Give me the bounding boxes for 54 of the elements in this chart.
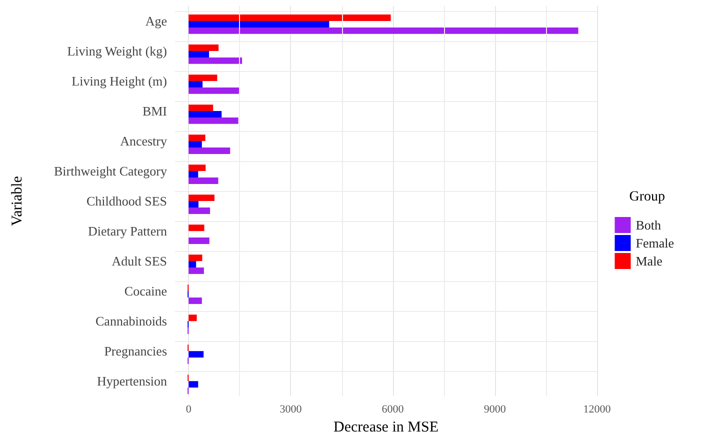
bar [188, 147, 230, 154]
x-tick-label: 6000 [382, 404, 404, 416]
bar [188, 51, 210, 58]
bar [188, 81, 203, 88]
y-tick-label: BMI [142, 104, 167, 119]
x-tick-label: 0 [186, 404, 192, 416]
bar [188, 164, 206, 172]
x-tick-label: 9000 [484, 404, 506, 416]
legend-label: Female [636, 236, 674, 250]
y-tick-label: Living Height (m) [72, 74, 167, 89]
bar [188, 298, 202, 304]
y-tick-label: Pregnancies [104, 344, 167, 359]
bar [188, 21, 330, 28]
bar [188, 87, 240, 94]
bar [188, 351, 204, 358]
bar [188, 44, 219, 52]
x-tick-label: 12000 [583, 404, 612, 416]
y-tick-label: Cannabinoids [96, 314, 167, 329]
y-tick-label: Hypertension [96, 374, 168, 389]
y-tick-label: Dietary Pattern [88, 224, 168, 239]
bar [188, 14, 391, 22]
bar [188, 171, 198, 178]
bar [188, 104, 214, 112]
bar [188, 194, 214, 202]
y-tick-label: Childhood SES [86, 194, 167, 209]
y-tick-label: Cocaine [124, 284, 168, 299]
legend-title: Group [629, 190, 666, 204]
bar [188, 268, 204, 274]
x-tick-label: 3000 [280, 404, 302, 416]
x-axis-title: Decrease in MSE [334, 420, 438, 436]
bar [188, 177, 218, 184]
legend-label: Male [636, 254, 663, 268]
bar [188, 117, 238, 124]
y-tick-label: Living Weight (kg) [67, 44, 167, 59]
y-tick-label: Age [145, 14, 168, 29]
bar [188, 111, 222, 118]
bar [188, 261, 196, 268]
bar [188, 74, 218, 82]
bar [188, 314, 197, 322]
legend-label: Both [636, 218, 662, 232]
bar [188, 208, 210, 214]
bar [188, 57, 242, 64]
bar [188, 27, 578, 34]
y-tick-label: Adult SES [112, 254, 167, 269]
y-axis-title: Variable [10, 176, 26, 226]
bar [188, 224, 204, 232]
bar [188, 141, 202, 148]
y-tick-label: Birthweight Category [54, 164, 168, 179]
bar [188, 134, 206, 142]
bar [188, 254, 202, 262]
bar [188, 381, 198, 388]
bar [188, 238, 210, 244]
y-tick-label: Ancestry [120, 134, 168, 149]
bar [188, 201, 198, 208]
